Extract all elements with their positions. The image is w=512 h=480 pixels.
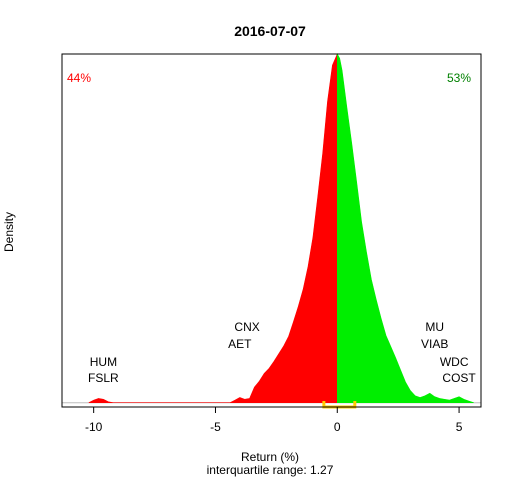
x-axis-label: Return (%) [241, 450, 299, 464]
x-tick-label: 5 [456, 420, 463, 434]
iqr-caption: interquartile range: 1.27 [207, 463, 334, 477]
density-area-positive [337, 52, 474, 403]
annotation-label: MU [425, 320, 444, 334]
annotation-label: FSLR [88, 371, 119, 385]
annotation-label: CNX [234, 320, 259, 334]
annotation-label: AET [228, 337, 252, 351]
x-tick-label: -5 [210, 420, 221, 434]
y-axis-label: Density [2, 212, 16, 252]
positive-share-label: 53% [447, 71, 471, 85]
plot-frame [61, 53, 482, 408]
annotation-label: COST [442, 371, 476, 385]
annotation-label: VIAB [421, 337, 448, 351]
density-area-negative [88, 53, 338, 403]
chart-title: 2016-07-07 [234, 23, 306, 39]
negative-share-label: 44% [67, 71, 91, 85]
x-tick-label: -10 [85, 420, 103, 434]
x-tick-label: 0 [334, 420, 341, 434]
plot-area: HUM FSLR CNX AET MU VIAB WDC COST [62, 52, 481, 409]
annotation-label: WDC [440, 355, 469, 369]
x-axis: -10 -5 0 5 [85, 407, 463, 434]
annotation-label: HUM [90, 355, 117, 369]
